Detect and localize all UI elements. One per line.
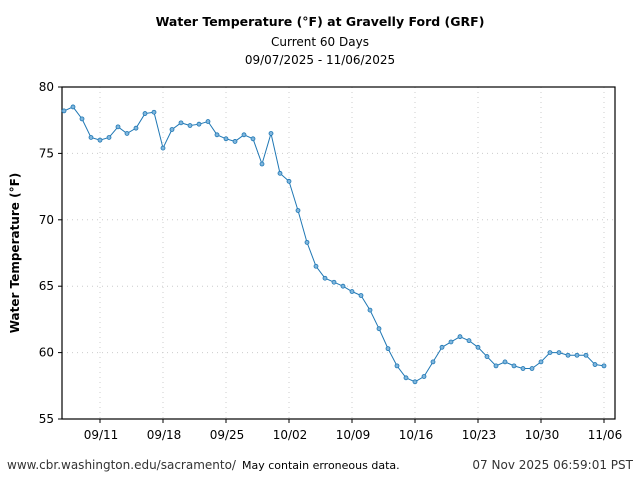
data-point (178, 120, 184, 126)
data-point (205, 119, 211, 124)
data-point (277, 170, 283, 176)
data-point (601, 363, 607, 369)
y-tick-label: 65 (39, 279, 54, 293)
disclaimer: May contain erroneous data. (242, 459, 400, 472)
data-point (592, 362, 598, 367)
data-point (223, 136, 229, 142)
data-point (349, 289, 355, 294)
data-point (331, 279, 337, 285)
data-point (484, 354, 490, 359)
data-point (241, 132, 247, 138)
data-point (106, 135, 112, 140)
data-point (295, 208, 301, 213)
data-point (385, 346, 391, 352)
data-point (259, 161, 265, 167)
data-point (214, 132, 220, 138)
y-tick-label: 70 (39, 213, 54, 227)
data-point (286, 178, 292, 184)
chart-subtitle: Current 60 Days (271, 35, 369, 49)
data-point (493, 363, 499, 369)
data-point (232, 139, 238, 144)
data-point (529, 366, 535, 371)
data-point (376, 326, 382, 332)
data-point (565, 352, 571, 358)
data-point (88, 135, 94, 140)
data-point (115, 124, 121, 130)
data-point (457, 334, 463, 340)
data-point (421, 374, 427, 379)
y-tick-label: 75 (39, 146, 54, 160)
data-point (466, 338, 472, 344)
data-point (304, 239, 310, 245)
y-tick-label: 55 (39, 412, 54, 426)
y-tick-label: 80 (39, 80, 54, 94)
data-point (430, 359, 436, 365)
y-tick-label: 60 (39, 346, 54, 360)
data-point (322, 275, 328, 281)
data-point (412, 379, 418, 385)
data-point (151, 109, 157, 115)
data-point (160, 145, 166, 151)
date-range: 09/07/2025 - 11/06/2025 (244, 53, 396, 67)
data-point (250, 136, 256, 142)
data-point (574, 352, 580, 358)
data-point (367, 307, 373, 313)
data-point (520, 366, 526, 371)
data-point (79, 116, 85, 122)
data-point (394, 363, 400, 369)
x-tick-label: 10/09 (336, 428, 371, 442)
data-point (511, 363, 517, 369)
data-point (358, 293, 364, 298)
data-point (403, 375, 409, 381)
data-point (340, 283, 346, 289)
data-point (556, 350, 562, 356)
data-point (313, 263, 319, 269)
data-point (196, 121, 202, 127)
data-point (142, 111, 148, 116)
source-link[interactable]: www.cbr.washington.edu/sacramento/ (7, 458, 236, 472)
data-point (439, 344, 445, 350)
data-point (502, 359, 508, 365)
data-point (124, 131, 130, 136)
data-point (268, 131, 274, 136)
data-point (61, 108, 67, 114)
x-tick-label: 10/16 (399, 428, 434, 442)
data-point (70, 104, 76, 110)
data-point (538, 359, 544, 365)
timestamp: 07 Nov 2025 06:59:01 PST (472, 458, 633, 472)
data-point (97, 137, 103, 143)
temperature-line (63, 106, 605, 383)
x-tick-label: 09/25 (210, 428, 245, 442)
x-tick-label: 10/23 (462, 428, 497, 442)
data-point (448, 339, 454, 345)
data-point (169, 127, 175, 132)
x-tick-label: 11/06 (588, 428, 623, 442)
data-point (187, 123, 193, 128)
data-point (547, 350, 553, 356)
plot-frame (61, 86, 616, 420)
x-tick-label: 09/18 (147, 428, 182, 442)
data-point (475, 344, 481, 350)
x-tick-label: 10/02 (273, 428, 308, 442)
y-axis-label: Water Temperature (°F) (8, 173, 22, 334)
x-tick-label: 10/30 (525, 428, 560, 442)
data-point (133, 125, 139, 131)
x-tick-label: 09/11 (84, 428, 119, 442)
data-point (583, 352, 589, 358)
chart-title: Water Temperature (°F) at Gravelly Ford … (155, 14, 485, 29)
